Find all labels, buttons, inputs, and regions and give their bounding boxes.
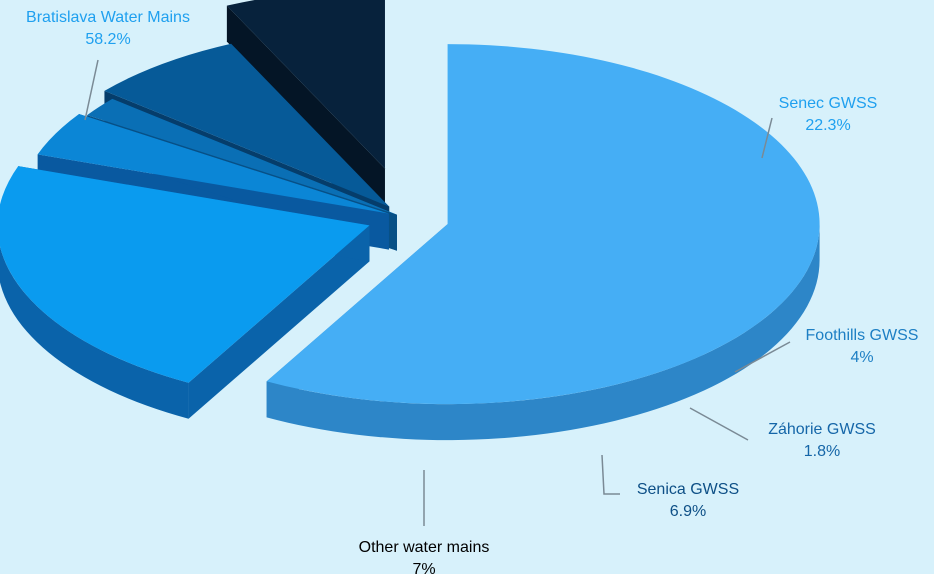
slice-1-top: [266, 44, 820, 405]
slice-4-top: [87, 98, 397, 215]
leader-line-4: [689, 407, 749, 441]
slice-label-value-3: 4%: [850, 349, 873, 366]
slice-label-value-5: 6.9%: [670, 503, 706, 520]
slice-2-side-wall: [0, 246, 189, 419]
slice-label-value-2: 22.3%: [805, 117, 850, 134]
slice-label-name-6: Other water mains: [359, 539, 490, 556]
slice-6: [226, 0, 385, 205]
slice-6-top: [226, 0, 385, 169]
slice-label-value-6: 7%: [412, 561, 435, 574]
slice-label-name-4: Záhorie GWSS: [768, 421, 876, 438]
slice-label-name-1: Bratislava Water Mains: [26, 9, 190, 26]
slice-2: [0, 166, 370, 419]
leader-line-3: [734, 341, 791, 373]
leader-line-5: [601, 454, 620, 495]
slice-6-cut-wall-1: [226, 5, 385, 205]
slice-3-top: [37, 114, 389, 214]
slice-label-value-4: 1.8%: [804, 443, 840, 460]
slice-label-name-5: Senica GWSS: [637, 481, 739, 498]
slice-1: [266, 44, 820, 441]
leader-line-2: [761, 117, 773, 159]
slice-5-top: [104, 43, 390, 207]
leader-line-1: [84, 59, 99, 121]
slice-2-cut-wall-1: [188, 225, 370, 419]
slice-1-side-wall: [266, 224, 820, 441]
slice-label-name-3: Foothills GWSS: [806, 327, 919, 344]
slice-label-name-2: Senec GWSS: [779, 95, 878, 112]
slice-2-top: [0, 166, 370, 383]
slice-label-value-1: 58.2%: [85, 31, 130, 48]
